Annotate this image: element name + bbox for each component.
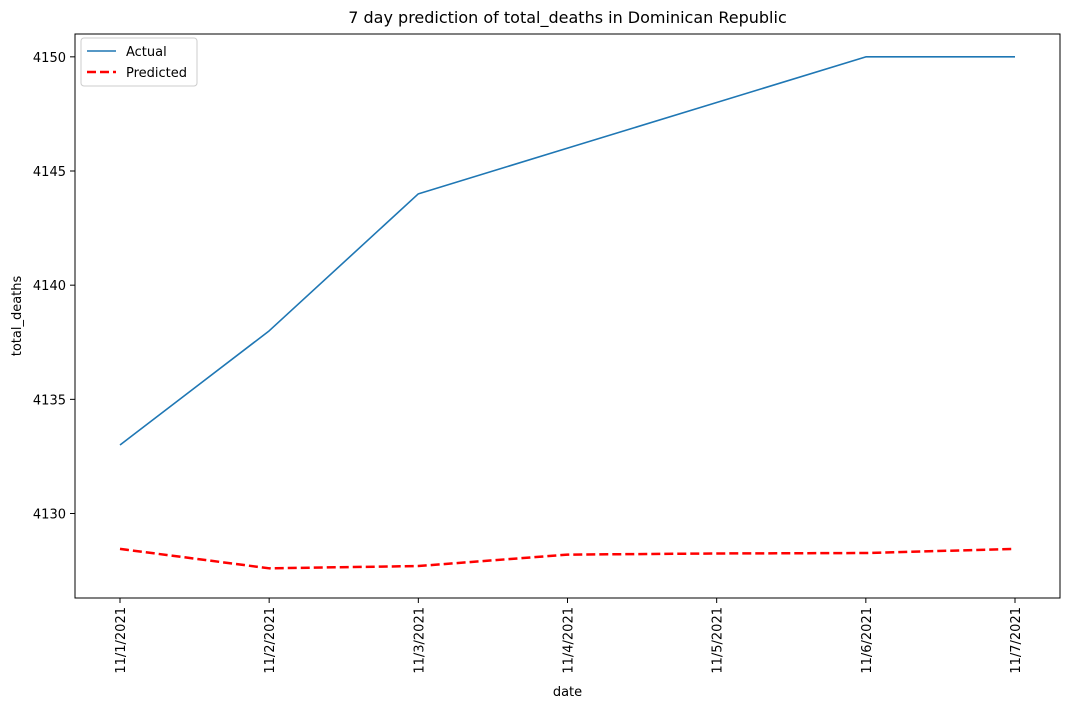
series-line-actual [119,56,1015,446]
chart-title: 7 day prediction of total_deaths in Domi… [348,8,786,28]
y-tick-label: 4145 [33,165,66,180]
x-tick-label: 11/3/2021 [412,607,427,674]
y-tick-label: 4135 [33,393,66,408]
x-tick-label: 11/1/2021 [114,607,129,674]
x-tick-label: 11/6/2021 [860,607,875,674]
x-tick-label: 11/7/2021 [1009,607,1024,674]
y-tick-label: 4130 [33,508,66,523]
x-tick-label: 11/2/2021 [263,607,278,674]
y-tick-label: 4140 [33,279,66,294]
series-line-predicted [119,547,1016,570]
x-axis-ticks: 11/1/2021 11/2/2021 11/3/2021 11/4/2021 11/5… [114,598,1024,674]
x-axis-label: date [553,685,582,700]
y-tick-label: 4150 [33,51,66,66]
y-axis-label: total_deaths [10,276,25,357]
x-tick-label: 11/4/2021 [562,607,577,674]
legend-label-predicted: Predicted [126,66,187,81]
y-axis-ticks: 4130 4135 4140 4145 4150 [33,51,75,523]
legend-box [80,37,198,87]
series-layer [119,56,1016,570]
legend-label-actual: Actual [126,45,167,60]
legend: Actual Predicted [80,37,198,87]
x-tick-label: 11/5/2021 [711,607,726,674]
plot-frame [74,33,1061,599]
